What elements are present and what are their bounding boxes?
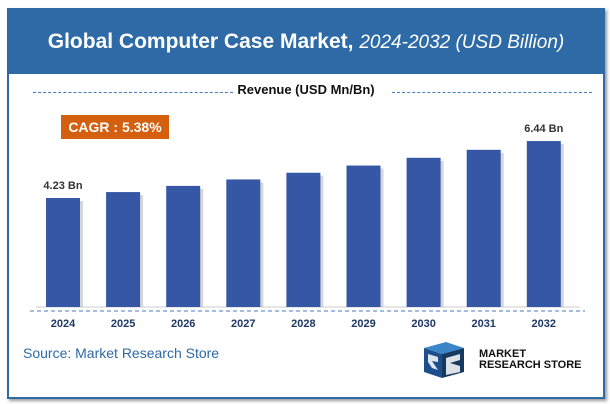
source-text: Source: Market Research Store — [23, 345, 220, 361]
bar-2027 — [226, 179, 261, 307]
x-tick-label: 2029 — [351, 318, 375, 330]
bar-2024 — [46, 198, 80, 307]
x-tick-label: 2027 — [231, 318, 255, 330]
divider-left — [33, 92, 233, 93]
market-research-store-logo — [424, 342, 464, 378]
x-tick-label: 2031 — [471, 318, 495, 330]
bar-2028 — [286, 172, 321, 307]
bar-2025 — [106, 192, 141, 307]
x-tick-label: 2032 — [532, 318, 556, 330]
x-tick-label: 2024 — [51, 318, 76, 330]
bar-2031 — [466, 149, 501, 307]
logo-text: MARKET RESEARCH STORE — [479, 348, 582, 371]
bar-2030 — [406, 157, 441, 307]
data-label: 6.44 Bn — [524, 123, 563, 135]
cagr-badge: CAGR : 5.38% — [61, 115, 169, 139]
x-tick-label: 2026 — [171, 318, 195, 330]
x-tick-label: 2028 — [291, 318, 315, 330]
data-label: 4.23 Bn — [43, 180, 82, 192]
x-tick-label: 2030 — [411, 318, 435, 330]
chart-subtitle: 2024-2032 (USD Billion) — [359, 32, 565, 53]
divider-right — [392, 92, 592, 93]
chart-header: Global Computer Case Market, 2024-2032 (… — [9, 10, 603, 74]
chart-title: Global Computer Case Market, — [47, 30, 354, 53]
revenue-label: Revenue (USD Mn/Bn) — [237, 82, 375, 97]
chart-frame: Global Computer Case Market, 2024-2032 (… — [7, 8, 605, 399]
bar-2029 — [346, 165, 381, 307]
bar-2026 — [166, 185, 201, 307]
x-tick-label: 2025 — [111, 318, 135, 330]
bar-2032 — [526, 141, 561, 307]
